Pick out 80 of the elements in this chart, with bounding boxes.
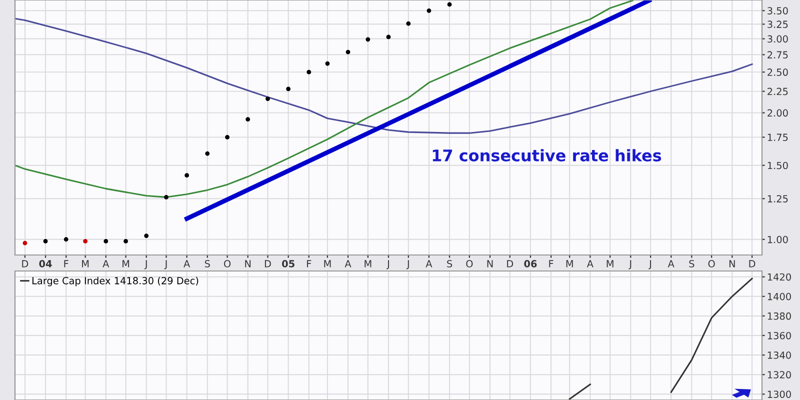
- x-tick-label: D: [749, 260, 756, 268]
- x-tick-label: J: [406, 260, 409, 270]
- point: [22, 240, 28, 246]
- point: [164, 194, 168, 200]
- y-tick-label: 2.25: [768, 88, 788, 96]
- x-tick-label: 05: [282, 260, 294, 268]
- y-tick-label: 3.50: [768, 7, 788, 14]
- x-tick-label: A: [426, 260, 432, 268]
- x-tick-label: M: [606, 260, 614, 268]
- x-tick-label: F: [307, 260, 312, 268]
- x-tick-label: M: [566, 260, 573, 268]
- point: [426, 8, 432, 13]
- point: [225, 135, 230, 140]
- x-tick-label: F: [549, 260, 554, 268]
- x-tick-label: J: [164, 260, 167, 270]
- point: [43, 239, 48, 244]
- y-tick-label: 3.25: [768, 20, 788, 28]
- x-tick-label: A: [586, 260, 594, 268]
- x-tick-label: O: [466, 260, 473, 268]
- y-tick-label: 1360: [768, 332, 791, 340]
- point: [386, 34, 391, 40]
- point: [184, 173, 190, 178]
- point: [366, 37, 370, 42]
- point: [144, 234, 149, 238]
- x-tick-label: A: [344, 260, 352, 268]
- point: [346, 50, 350, 54]
- point: [286, 86, 291, 92]
- x-tick-label: A: [184, 260, 190, 268]
- y-tick-label: 2.75: [768, 51, 788, 59]
- point: [306, 70, 312, 74]
- point: [447, 2, 452, 7]
- x-tick-label: O: [224, 260, 231, 268]
- x-tick-label: N: [487, 260, 493, 268]
- x-tick-label: S: [689, 260, 694, 268]
- legend-label: Large Cap Index 1418.30 (29 Dec): [32, 276, 198, 286]
- x-tick-label: J: [648, 260, 652, 270]
- x-tick-label: M: [82, 260, 89, 268]
- x-tick-label: M: [364, 260, 372, 268]
- point: [266, 96, 270, 101]
- x-tick-label: D: [22, 260, 28, 268]
- x-tick-label: D: [264, 260, 271, 268]
- y-tick-label: 1340: [768, 352, 791, 359]
- point: [104, 239, 108, 244]
- x-tick-label: M: [324, 260, 331, 268]
- x-tick-label: 06: [524, 260, 537, 268]
- annotation: 17 consecutive rate hikes: [432, 149, 662, 162]
- x-tick-label: A: [668, 260, 674, 268]
- point: [83, 239, 88, 244]
- y-tick-label: 1.25: [768, 195, 788, 202]
- point: [325, 61, 330, 66]
- y-tick-label: 1.00: [768, 236, 788, 244]
- y-tick-label: 1300: [768, 390, 791, 398]
- y-tick-label: 1320: [768, 371, 791, 378]
- x-tick-label: A: [102, 260, 110, 268]
- y-tick-label: 2.00: [768, 109, 788, 117]
- y-tick-label: 2.50: [768, 68, 788, 76]
- x-tick-label: D: [507, 260, 514, 268]
- y-tick-label: 1400: [768, 292, 791, 300]
- x-tick-label: N: [245, 260, 251, 268]
- x-tick-label: J: [628, 260, 632, 270]
- x-tick-label: 04: [39, 260, 52, 268]
- x-tick-label: J: [144, 260, 147, 270]
- point: [246, 117, 250, 122]
- point: [124, 239, 128, 244]
- point: [406, 21, 411, 26]
- x-tick-label: N: [729, 260, 735, 268]
- line-series: [15, 18, 753, 134]
- x-tick-label: M: [122, 260, 130, 268]
- x-tick-label: J: [386, 260, 389, 270]
- point: [205, 151, 210, 156]
- x-tick-label: O: [708, 260, 715, 268]
- point: [64, 237, 68, 242]
- y-tick-label: 1.50: [768, 162, 788, 170]
- x-tick-label: S: [204, 260, 210, 268]
- y-tick-label: 1.75: [768, 134, 788, 142]
- y-tick-label: 1380: [768, 312, 791, 320]
- y-tick-label: 3.00: [768, 35, 788, 43]
- x-tick-label: F: [64, 260, 68, 268]
- y-tick-label: 1420: [768, 273, 791, 281]
- x-tick-label: S: [447, 260, 452, 268]
